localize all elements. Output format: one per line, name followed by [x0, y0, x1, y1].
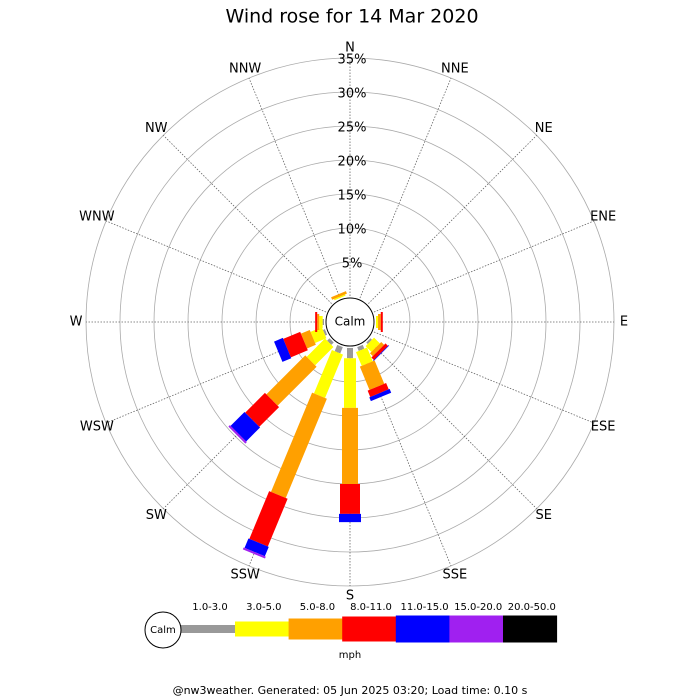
legend-label: 5.0-8.0	[300, 602, 335, 613]
spoke	[359, 77, 452, 299]
legend-swatch	[449, 615, 504, 643]
bar-segment	[357, 344, 365, 351]
legend-label: 20.0-50.0	[508, 602, 556, 613]
direction-label: NW	[145, 121, 168, 136]
bar-segment	[347, 348, 353, 359]
bar-segment	[378, 314, 381, 330]
bar-segment	[230, 411, 261, 442]
r-tick-label: 15%	[338, 189, 367, 204]
calm-label: Calm	[335, 315, 366, 329]
bar-segment	[228, 425, 247, 444]
direction-label: ESE	[591, 419, 616, 434]
bar-segment	[339, 513, 361, 523]
direction-label: NNE	[441, 61, 469, 76]
bar-segment	[369, 388, 392, 402]
bar-segment	[266, 355, 317, 406]
r-tick-label: 20%	[338, 155, 367, 170]
legend-swatch	[235, 621, 290, 637]
legend-swatch	[342, 616, 397, 642]
bar-segment	[242, 547, 266, 559]
bar-segment	[333, 294, 346, 301]
direction-label: N	[345, 41, 355, 56]
spoke	[373, 331, 595, 424]
bar-segment	[359, 360, 385, 390]
direction-label: ENE	[590, 210, 616, 225]
spoke	[368, 340, 537, 509]
spoke	[248, 77, 341, 299]
direction-label: WSW	[80, 419, 114, 434]
bar-segment	[245, 392, 280, 427]
direction-label: SW	[146, 508, 167, 523]
direction-label: NNW	[229, 61, 261, 76]
legend-label: 1.0-3.0	[192, 602, 227, 613]
bar-segment	[365, 337, 380, 352]
r-tick-label: 30%	[338, 87, 367, 102]
legend-calm: Calm	[150, 625, 176, 636]
legend-unit: mph	[339, 650, 361, 661]
bar-segment	[317, 314, 320, 330]
bar-segment	[300, 330, 316, 349]
calm-circle	[325, 297, 375, 347]
direction-label: W	[70, 315, 83, 330]
direction-label: WNW	[79, 210, 115, 225]
bar-segment	[327, 338, 334, 345]
legend-swatch	[288, 618, 343, 640]
bar-segment	[322, 319, 324, 325]
legend-label: 15.0-20.0	[454, 602, 502, 613]
bar-segment	[306, 338, 334, 366]
bar-segment	[322, 329, 328, 336]
direction-label: S	[346, 589, 354, 604]
legend-swatch	[503, 615, 558, 643]
bar-segment	[371, 343, 388, 360]
r-tick-label: 25%	[338, 121, 367, 136]
bar-segment	[373, 345, 390, 362]
spoke	[163, 135, 332, 304]
legend-label: 3.0-5.0	[246, 602, 281, 613]
spoke	[105, 220, 327, 313]
bar-segment	[376, 316, 379, 328]
legend-calm-circle	[144, 611, 182, 649]
bar-segment	[342, 407, 358, 484]
legend-label: 11.0-15.0	[401, 602, 449, 613]
legend-label: 8.0-11.0	[350, 602, 392, 613]
bar-segment	[319, 316, 323, 328]
bar-segment	[274, 337, 292, 362]
direction-label: SE	[536, 508, 552, 523]
bar-segment	[334, 344, 343, 354]
bar-segment	[380, 312, 383, 332]
bar-segment	[367, 383, 389, 397]
chart-title: Wind rose for 14 Mar 2020	[225, 6, 478, 28]
bar-segment	[244, 538, 269, 557]
bar-segment	[355, 347, 373, 366]
legend-swatch	[395, 615, 450, 643]
r-tick-label: 10%	[338, 223, 367, 238]
r-tick-label: 35%	[338, 53, 367, 68]
bar-segment	[366, 338, 372, 344]
direction-label: NE	[535, 121, 553, 136]
direction-label: E	[620, 315, 628, 330]
footer: @nw3weather. Generated: 05 Jun 2025 03:2…	[173, 684, 528, 697]
direction-label: SSW	[230, 568, 260, 583]
r-tick-label: 5%	[342, 257, 363, 272]
bar-segment	[283, 331, 308, 358]
spoke	[373, 220, 595, 313]
bar-segment	[369, 341, 385, 357]
bar-segment	[315, 312, 318, 332]
bar-segment	[331, 291, 347, 300]
bar-segment	[270, 392, 327, 498]
bar-segment	[310, 327, 327, 343]
bar-segment	[344, 358, 356, 408]
direction-label: SSE	[442, 568, 467, 583]
bar-segment	[249, 491, 288, 547]
bar-segment	[313, 350, 343, 398]
bar-segment	[340, 484, 360, 514]
spoke	[368, 135, 537, 304]
